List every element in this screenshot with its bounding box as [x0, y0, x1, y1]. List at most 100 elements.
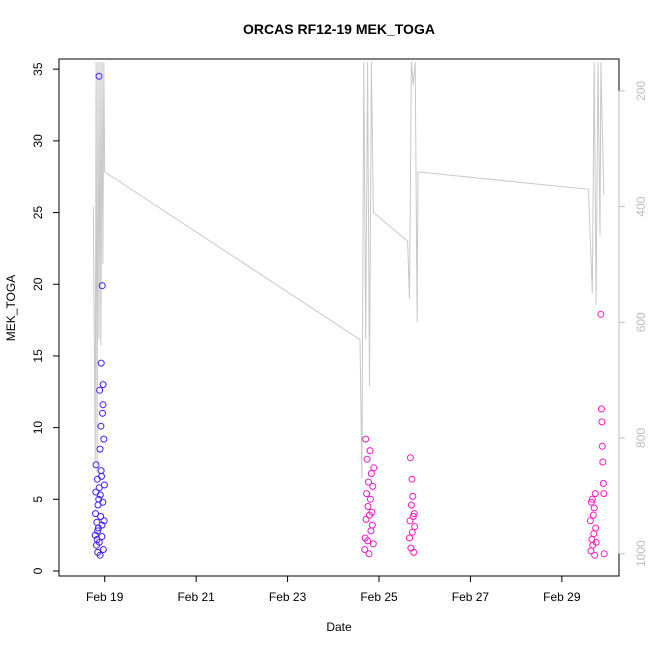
data-point — [97, 513, 105, 520]
x-tick-label: Feb 23 — [269, 590, 307, 604]
data-point — [100, 435, 108, 443]
data-point — [410, 548, 418, 556]
y-axis: 0 5 10 15 20 25 30 35 — [31, 62, 60, 574]
data-point — [597, 405, 605, 413]
data-point — [365, 550, 373, 558]
x-tick-label: Feb 27 — [452, 590, 490, 604]
y-tick-label: 0 — [31, 567, 45, 574]
data-point — [600, 550, 608, 558]
data-point — [409, 513, 417, 520]
x-tick-label: Feb 19 — [86, 590, 124, 604]
data-point — [598, 442, 606, 450]
data-point — [407, 544, 415, 552]
data-point — [97, 467, 105, 475]
data-point — [99, 546, 107, 553]
data-point — [367, 470, 375, 477]
x-axis: Feb 19 Feb 21 Feb 23 Feb 25 Feb 27 Feb 29 — [86, 575, 581, 604]
plot-frame — [58, 58, 620, 577]
data-point — [96, 551, 104, 559]
y-right-tick-label: 200 — [634, 81, 648, 101]
data-point — [410, 510, 418, 518]
data-point — [599, 458, 607, 466]
data-point — [96, 491, 104, 499]
point-layer — [91, 72, 608, 559]
data-point — [592, 524, 600, 532]
y-tick-label: 10 — [31, 421, 45, 435]
data-point — [368, 521, 376, 529]
data-point — [94, 527, 102, 535]
y-tick-label: 5 — [31, 496, 45, 503]
y-right-tick-label: 600 — [634, 312, 648, 332]
data-point — [366, 447, 374, 455]
data-point — [99, 401, 107, 409]
data-point — [590, 530, 598, 538]
data-point — [95, 72, 103, 80]
data-point — [362, 515, 370, 523]
data-point — [408, 475, 416, 483]
series-line — [92, 61, 605, 479]
data-point — [95, 538, 103, 546]
data-point — [409, 492, 417, 500]
y-tick-label: 35 — [31, 62, 45, 76]
data-point — [364, 503, 372, 510]
data-point — [598, 418, 606, 426]
data-point — [589, 511, 597, 519]
data-point — [587, 498, 595, 506]
data-point — [99, 409, 106, 417]
data-point — [367, 527, 375, 535]
data-point — [406, 454, 414, 462]
data-point — [591, 490, 599, 498]
data-point — [92, 510, 99, 518]
y-right-tick-label: 1000 — [634, 540, 648, 567]
y-tick-label: 15 — [31, 349, 45, 363]
y-tick-label: 20 — [31, 277, 45, 291]
data-point — [411, 523, 419, 531]
data-point — [369, 482, 377, 490]
data-point — [599, 480, 607, 487]
y-axis-right: 200 400 600 800 1000 — [618, 81, 648, 567]
data-point — [366, 495, 374, 503]
data-point — [368, 508, 376, 516]
y-tick-label: 30 — [31, 134, 45, 148]
data-point — [406, 517, 414, 525]
data-point — [591, 551, 599, 559]
data-point — [590, 504, 598, 512]
data-point — [96, 445, 104, 453]
data-point — [407, 501, 415, 509]
x-axis-label: Date — [326, 620, 352, 634]
data-point — [361, 546, 369, 553]
x-tick-label: Feb 29 — [543, 590, 581, 604]
chart-title: ORCAS RF12-19 MEK_TOGA — [243, 21, 435, 37]
data-point — [364, 537, 372, 545]
y-tick-label: 25 — [31, 206, 45, 220]
data-point — [588, 495, 596, 503]
data-point — [592, 538, 600, 546]
data-point — [99, 381, 107, 389]
data-point — [600, 490, 608, 498]
y-right-tick-label: 400 — [634, 196, 648, 216]
data-point — [96, 386, 104, 394]
data-point — [95, 484, 103, 492]
line-layer — [92, 61, 605, 479]
data-point — [100, 517, 108, 525]
data-point — [98, 521, 106, 529]
data-point — [100, 481, 108, 489]
y-axis-label: MEK_TOGA — [4, 275, 18, 341]
data-point — [98, 533, 106, 541]
x-tick-label: Feb 25 — [360, 590, 398, 604]
data-point — [363, 455, 371, 463]
data-point — [586, 517, 594, 525]
data-point — [365, 478, 372, 486]
data-point — [92, 461, 100, 469]
data-point — [362, 435, 370, 443]
data-point — [370, 464, 378, 472]
x-tick-label: Feb 21 — [177, 590, 215, 604]
data-point — [369, 540, 377, 548]
data-point — [99, 498, 107, 506]
y-right-tick-label: 800 — [634, 428, 648, 448]
data-point — [97, 422, 105, 430]
data-point — [363, 490, 371, 498]
data-point — [597, 310, 605, 318]
data-point — [408, 528, 416, 536]
